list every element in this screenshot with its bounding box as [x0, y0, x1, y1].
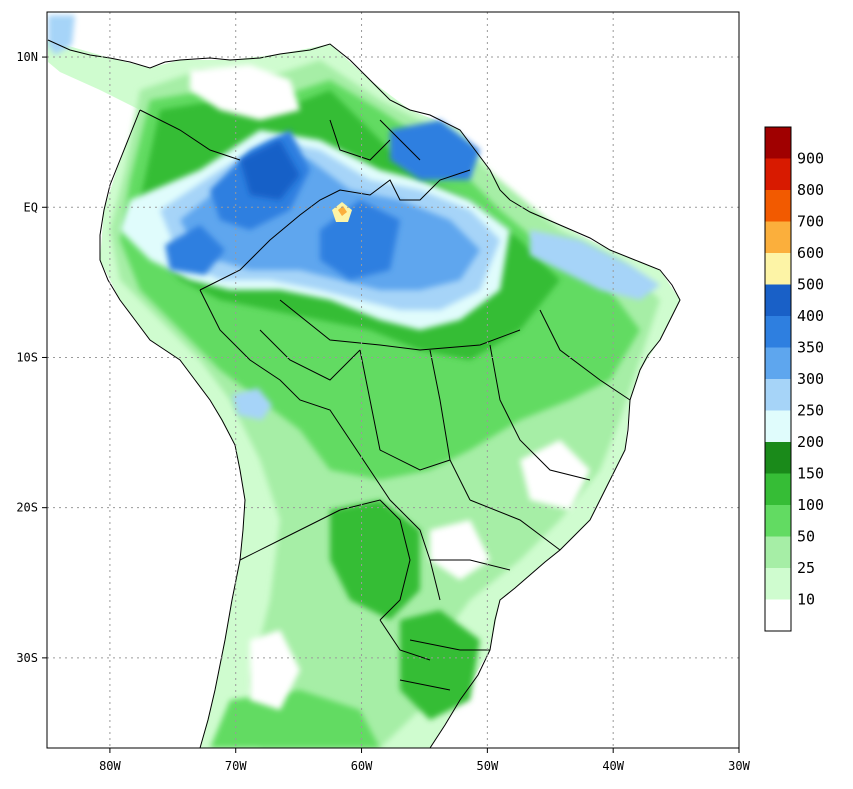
- area-below-10-north: [190, 65, 300, 120]
- area-south-100-150: [330, 500, 420, 620]
- country-lines-south: [239, 499, 431, 661]
- legend-swatch: [765, 536, 791, 568]
- area-below-10-west: [250, 630, 300, 710]
- state-lines: [139, 109, 631, 691]
- legend-swatch: [765, 284, 791, 316]
- legend-label: 600: [797, 244, 824, 262]
- lat-tick-label: 10S: [16, 350, 38, 364]
- legend-swatch: [765, 127, 791, 159]
- lon-tick-label: 50W: [477, 759, 499, 773]
- lon-tick-label: 70W: [225, 759, 247, 773]
- legend-swatch: [765, 221, 791, 253]
- legend-label: 250: [797, 402, 824, 420]
- lon-axis: 80W 70W 60W 50W 40W 30W: [99, 748, 751, 773]
- lon-tick-label: 80W: [99, 759, 121, 773]
- legend-frame: [764, 126, 792, 632]
- legend-label: 50: [797, 528, 815, 546]
- area-far-south-100-150: [210, 690, 380, 748]
- legend-label: 25: [797, 559, 815, 577]
- legend-label: 150: [797, 465, 824, 483]
- map-plot-area: [47, 12, 739, 748]
- coastline-outline: [47, 39, 681, 748]
- lat-tick-label: 20S: [16, 501, 38, 515]
- precipitation-field: [48, 15, 680, 748]
- legend-swatch: [765, 190, 791, 222]
- lat-tick-label: EQ: [24, 200, 38, 214]
- area-400-500-northeast: [390, 120, 480, 180]
- area-250-southwest: [232, 388, 272, 420]
- legend-label: 700: [797, 213, 824, 231]
- legend-swatch: [765, 253, 791, 285]
- brazil-border-north: [199, 169, 471, 291]
- legend-swatch: [765, 316, 791, 348]
- legend-label: 900: [797, 150, 824, 168]
- legend-swatch: [765, 473, 791, 505]
- legend-swatch: [765, 442, 791, 474]
- area-400-500-far-west: [165, 225, 225, 275]
- west-coast-outline: [99, 109, 246, 748]
- legend-swatch: [765, 410, 791, 442]
- legend-label: 800: [797, 181, 824, 199]
- legend-swatch: [765, 505, 791, 537]
- legend-swatch: [765, 158, 791, 190]
- lon-tick-label: 30W: [728, 759, 750, 773]
- area-below-10-central: [430, 520, 490, 580]
- legend-label: 400: [797, 307, 824, 325]
- brazil-border-west: [199, 289, 441, 601]
- legend-label: 350: [797, 339, 824, 357]
- legend-label: 300: [797, 370, 824, 388]
- lat-tick-label: 30S: [16, 651, 38, 665]
- area-southeast-100-150: [400, 610, 480, 720]
- lon-tick-label: 60W: [351, 759, 373, 773]
- area-600-700-core: [338, 206, 347, 216]
- legend-label: 100: [797, 496, 824, 514]
- grid-lines: [47, 12, 739, 748]
- area-above-500: [240, 140, 300, 200]
- legend-label: 10: [797, 591, 815, 609]
- area-250-north-caribbean: [48, 15, 75, 55]
- map-frame: [46, 11, 740, 749]
- legend-label: 200: [797, 433, 824, 451]
- lat-tick-label: 10N: [16, 50, 38, 64]
- legend-swatch: [765, 347, 791, 379]
- area-250-coast: [530, 230, 660, 300]
- legend-swatch: [765, 599, 791, 631]
- lon-tick-label: 40W: [602, 759, 624, 773]
- colorbar-legend: 900 800 700 600 500 400 350 300 250 200 150 100 50 25…: [764, 126, 824, 632]
- borders: [47, 39, 681, 748]
- legend-swatch: [765, 379, 791, 411]
- legend-label: 500: [797, 276, 824, 294]
- legend-swatch: [765, 568, 791, 600]
- lat-axis: 10N EQ 10S 20S 30S: [16, 50, 47, 665]
